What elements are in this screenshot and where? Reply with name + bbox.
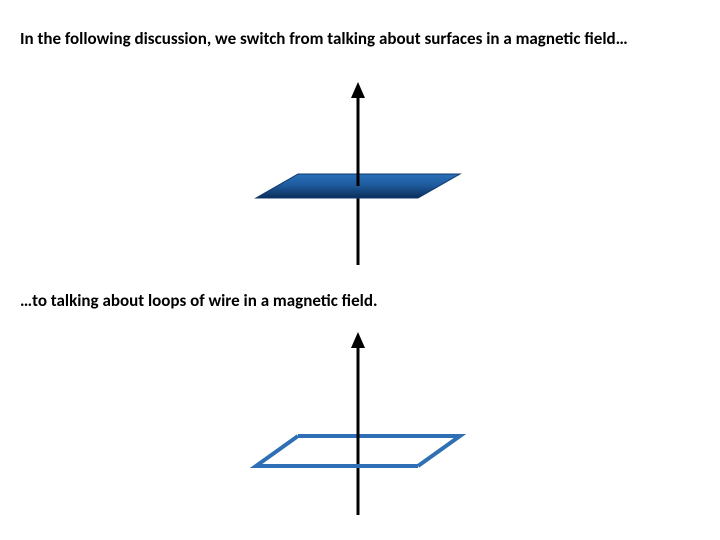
intro-text-loops: …to talking about loops of wire in a mag… [20,290,378,311]
wire-loop-back [298,436,460,466]
slide: In the following discussion, we switch f… [0,0,720,540]
figure-surface-in-field [248,80,468,270]
wire-loop-front [256,436,418,466]
figure-loop-in-field [248,330,468,520]
loop-diagram-svg [248,330,468,520]
intro-text-surfaces: In the following discussion, we switch f… [20,28,628,49]
field-arrow-head [351,82,365,98]
field-arrow-head [351,332,365,348]
surface-diagram-svg [248,80,468,270]
